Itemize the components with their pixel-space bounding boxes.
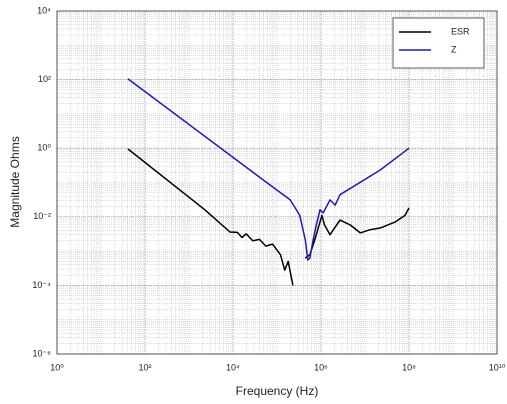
legend-label: Z [451, 44, 457, 54]
x-tick-label: 10⁸ [402, 362, 416, 372]
y-tick-label: 10⁰ [37, 143, 51, 153]
y-tick-label: 10⁻⁴ [32, 280, 51, 290]
series-line [304, 207, 410, 259]
y-tick-label: 10⁴ [37, 5, 51, 15]
y-tick-label: 10⁻⁶ [33, 348, 52, 358]
series-line [127, 148, 294, 286]
y-axis-label: Magnitude Ohms [8, 136, 22, 227]
plot-frame [56, 10, 498, 355]
x-axis-label: Frequency (Hz) [236, 384, 319, 398]
x-tick-label: 10¹⁰ [489, 362, 506, 372]
y-tick-label: 10² [38, 74, 51, 84]
x-tick-label: 10² [138, 362, 151, 372]
series-line [127, 78, 410, 261]
x-tick-label: 10⁶ [314, 362, 328, 372]
legend-label: ESR [451, 26, 470, 36]
legend-box [392, 17, 485, 69]
y-tick-label: 10⁻² [33, 211, 51, 221]
x-tick-label: 10⁰ [50, 362, 64, 372]
x-tick-label: 10⁴ [226, 362, 240, 372]
